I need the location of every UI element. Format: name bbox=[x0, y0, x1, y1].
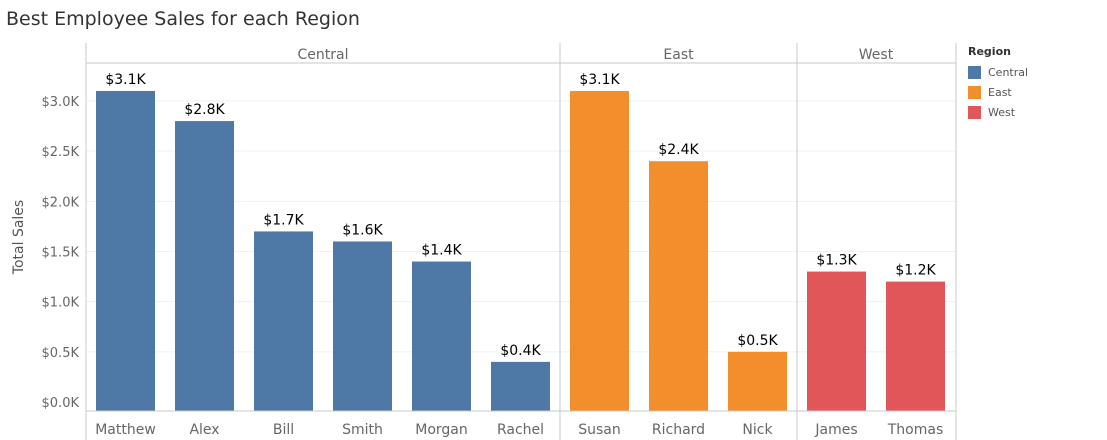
x-tick-label: Thomas bbox=[887, 422, 944, 438]
legend-label-east: East bbox=[988, 85, 1012, 99]
data-label: $1.7K bbox=[263, 212, 304, 228]
x-tick-label: Nick bbox=[742, 422, 773, 438]
x-tick-label: Susan bbox=[578, 422, 621, 438]
x-tick-label: Alex bbox=[189, 422, 219, 438]
x-tick-label: James bbox=[814, 422, 857, 438]
x-tick-label: Morgan bbox=[415, 422, 468, 438]
data-label: $2.8K bbox=[184, 102, 225, 118]
data-label: $2.4K bbox=[658, 142, 699, 158]
y-tick-label: $1.5K bbox=[42, 246, 80, 261]
y-axis-title: Total Sales bbox=[11, 200, 27, 275]
legend-label-central: Central bbox=[988, 65, 1029, 79]
legend-item-east[interactable]: East bbox=[968, 82, 1028, 102]
x-tick-label: Richard bbox=[652, 422, 705, 438]
y-tick-label: $3.0K bbox=[42, 95, 80, 110]
x-tick-label: Rachel bbox=[497, 422, 544, 438]
panel-header-east: East bbox=[663, 47, 694, 63]
bar bbox=[570, 90, 629, 411]
legend-item-central[interactable]: Central bbox=[968, 62, 1028, 82]
x-tick-label: Smith bbox=[342, 422, 383, 438]
bar bbox=[886, 281, 945, 411]
y-tick-label: $2.5K bbox=[42, 145, 80, 160]
data-label: $1.2K bbox=[895, 263, 936, 279]
y-tick-label: $2.0K bbox=[42, 195, 80, 210]
x-tick-label: Matthew bbox=[95, 422, 156, 438]
bar bbox=[649, 161, 708, 411]
panel-header-west: West bbox=[859, 47, 894, 63]
data-label: $0.4K bbox=[500, 343, 541, 359]
y-tick-label: $0.0K bbox=[42, 396, 80, 411]
legend-item-west[interactable]: West bbox=[968, 102, 1028, 122]
x-tick-label: Bill bbox=[273, 422, 294, 438]
legend-swatch-central bbox=[968, 65, 981, 79]
chart-title: Best Employee Sales for each Region bbox=[6, 8, 360, 30]
data-label: $3.1K bbox=[579, 72, 620, 88]
data-label: $1.6K bbox=[342, 222, 383, 238]
y-tick-label: $1.0K bbox=[42, 296, 80, 311]
bar bbox=[96, 90, 155, 411]
legend-swatch-west bbox=[968, 105, 981, 119]
bar bbox=[412, 261, 471, 411]
data-label: $1.3K bbox=[816, 253, 857, 269]
bar bbox=[175, 121, 234, 411]
bar bbox=[491, 361, 550, 411]
data-label: $3.1K bbox=[105, 72, 146, 88]
data-label: $0.5K bbox=[737, 333, 778, 349]
bar bbox=[728, 351, 787, 411]
legend-title: Region bbox=[968, 45, 1011, 58]
bar bbox=[333, 241, 392, 411]
data-label: $1.4K bbox=[421, 243, 462, 259]
legend: Region Central East West bbox=[968, 45, 1028, 122]
panel-header-central: Central bbox=[298, 47, 349, 63]
bar bbox=[807, 271, 866, 411]
legend-swatch-east bbox=[968, 85, 981, 99]
legend-label-west: West bbox=[988, 105, 1016, 119]
bar bbox=[254, 231, 313, 411]
y-tick-label: $0.5K bbox=[42, 346, 80, 361]
